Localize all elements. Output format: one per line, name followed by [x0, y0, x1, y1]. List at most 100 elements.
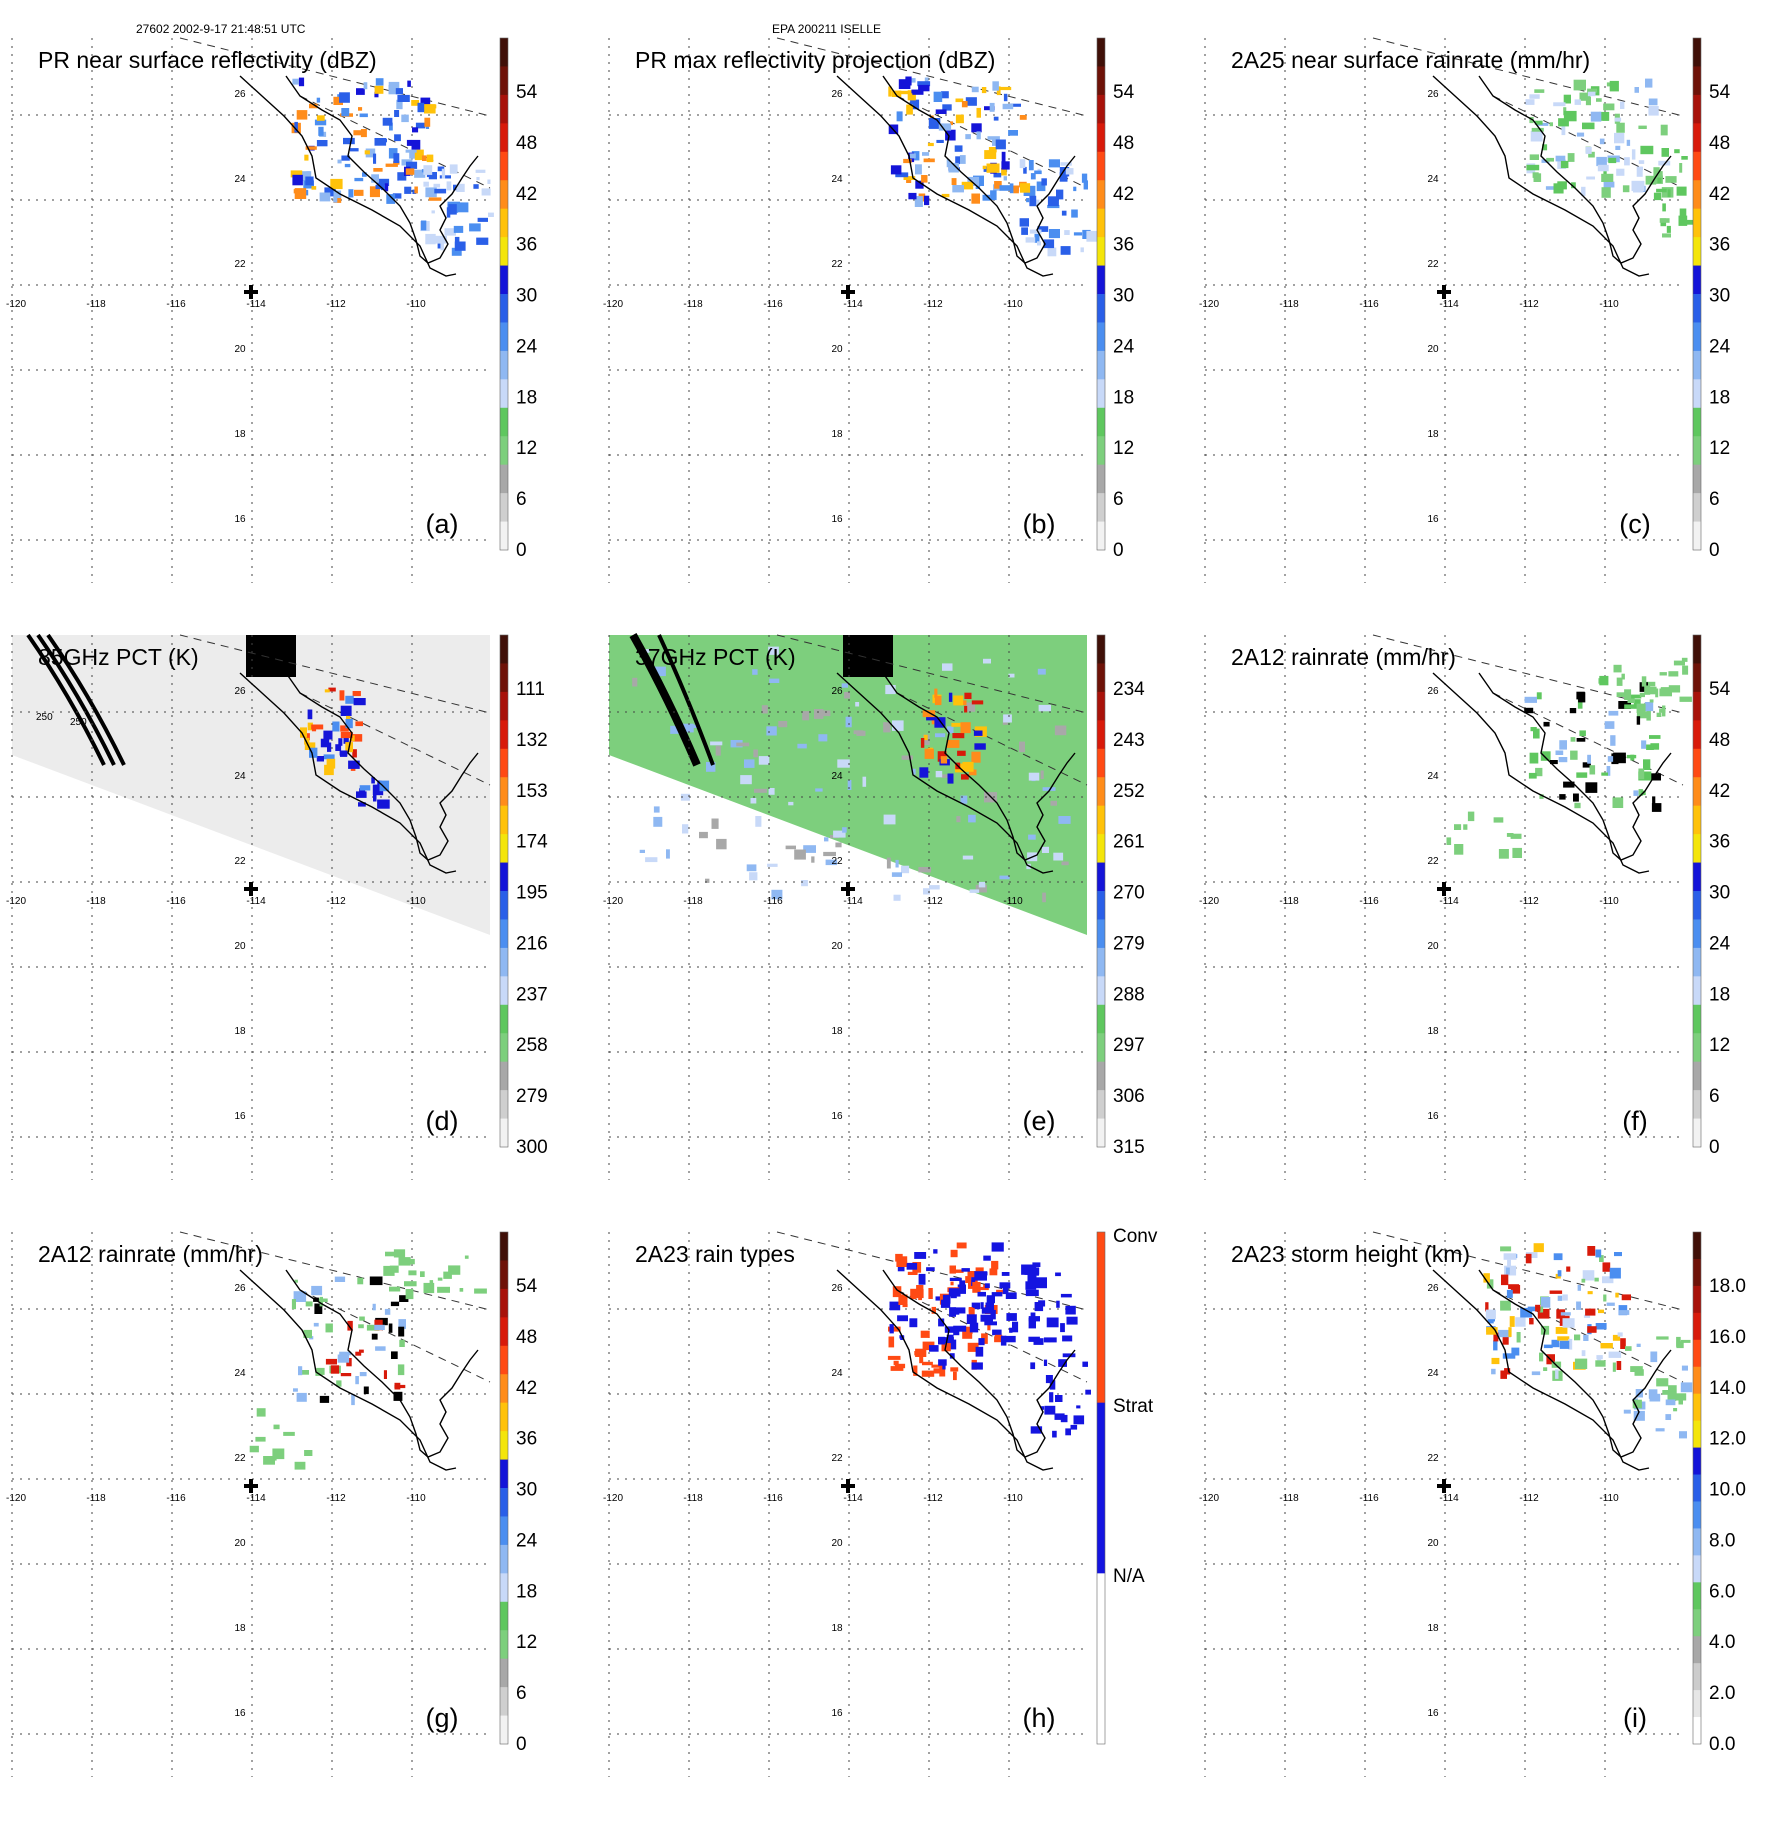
rain-pixel — [1049, 1380, 1056, 1390]
rain-pixel — [423, 1282, 435, 1294]
rain-pixel — [1566, 1266, 1571, 1272]
colorbar-tick: 270 — [1113, 883, 1145, 904]
rain-pixel — [1679, 696, 1692, 702]
rain-pixel — [994, 1336, 1007, 1343]
rain-pixel — [1524, 696, 1537, 703]
rain-pixel — [1659, 218, 1670, 223]
panel-e: -120 -118 -116 -114 -112 -110 26 24 22 20 18 16 37GH… — [597, 633, 1187, 1230]
rain-pixel — [980, 1302, 984, 1309]
rain-pixel — [989, 1268, 998, 1276]
colorbar-segment — [1693, 521, 1701, 551]
rain-pixel — [710, 741, 723, 746]
rain-pixel — [1530, 130, 1543, 142]
rain-pixel — [906, 1262, 918, 1270]
rain-pixel — [961, 774, 969, 780]
longitude-tick: -114 — [246, 1493, 266, 1504]
rain-pixel — [1581, 186, 1586, 196]
rain-pixel — [996, 86, 1001, 96]
rain-pixel — [903, 176, 916, 180]
latitude-tick: 16 — [1427, 1708, 1439, 1719]
rain-pixel — [1638, 789, 1643, 796]
colorbar-segment — [500, 1687, 508, 1717]
rain-pixel — [1586, 176, 1595, 180]
rain-pixel — [459, 1288, 464, 1292]
colorbar-tick: 24 — [1709, 933, 1731, 954]
colorbar-segment — [500, 805, 508, 835]
rain-pixel — [953, 1307, 966, 1314]
storm-name-header: EPA 200211 ISELLE — [772, 22, 881, 36]
rain-pixel — [1056, 1300, 1060, 1308]
rain-pixel — [333, 196, 338, 203]
rain-pixel — [969, 769, 977, 776]
latitude-tick: 24 — [1427, 1368, 1439, 1379]
colorbar-segment — [500, 1004, 508, 1034]
rain-pixel — [1676, 186, 1687, 196]
rain-pixel — [1682, 665, 1689, 675]
rain-pixel — [1579, 730, 1586, 737]
rain-pixel — [1574, 1358, 1588, 1369]
rain-pixel — [931, 1364, 944, 1368]
rain-pixel — [1555, 750, 1564, 755]
rain-pixel — [1626, 139, 1631, 146]
colorbar-segment — [1693, 294, 1701, 323]
rain-pixel — [1043, 239, 1055, 249]
coastline — [882, 75, 1076, 264]
colorbar-frame — [499, 1231, 509, 1745]
rain-pixel — [293, 1291, 307, 1302]
colorbar-segment — [1693, 237, 1701, 267]
latitude-tick: 18 — [831, 429, 843, 440]
colorbar-tick: 30 — [1113, 286, 1134, 307]
rain-pixel — [311, 724, 324, 730]
rain-pixel — [1587, 754, 1591, 764]
colorbar-segment — [500, 1544, 508, 1574]
colorbar-segment — [1097, 947, 1105, 977]
colorbar-segment — [1693, 1033, 1701, 1063]
colorbar-tick: 48 — [516, 133, 537, 154]
rain-pixel — [1013, 189, 1019, 194]
rain-pixel — [888, 1336, 895, 1348]
rain-pixel — [1577, 1284, 1581, 1291]
panel-i-map: -120 -118 -116 -114 -112 -110 26 24 22 20 18 16 2A23… — [1199, 1231, 1746, 1777]
colorbar-tick: Conv — [1113, 1226, 1158, 1247]
latitude-tick: 20 — [1427, 344, 1439, 355]
rain-pixel — [961, 1268, 970, 1272]
rain-pixel — [978, 1338, 985, 1346]
colorbar-segment — [1097, 1232, 1105, 1404]
rain-field — [887, 1242, 1091, 1438]
rain-pixel — [952, 733, 965, 739]
rain-pixel — [390, 1301, 400, 1307]
rain-pixel — [1034, 1302, 1044, 1312]
rain-pixel — [1616, 122, 1625, 133]
rain-pixel — [353, 130, 363, 136]
rain-pixel — [705, 878, 710, 883]
colorbar-segment — [1693, 976, 1701, 1006]
rain-pixel — [976, 107, 981, 118]
rain-pixel — [341, 155, 350, 161]
rain-pixel — [926, 1267, 935, 1272]
rain-pixel — [1679, 1431, 1687, 1439]
rain-pixel — [1614, 132, 1625, 144]
colorbar-segment — [1097, 464, 1105, 494]
rain-pixel — [962, 855, 974, 860]
rain-pixel — [1613, 664, 1622, 673]
rain-pixel — [1485, 1302, 1489, 1312]
rain-pixel — [422, 155, 427, 161]
rain-pixel — [1659, 708, 1666, 713]
rain-pixel — [938, 1359, 947, 1366]
colorbar-segment — [500, 237, 508, 267]
latitude-tick: 24 — [831, 174, 843, 185]
rain-pixel — [1509, 1316, 1515, 1327]
longitude-tick: -114 — [843, 896, 863, 907]
rain-pixel — [1531, 127, 1544, 132]
rain-pixel — [1676, 1341, 1684, 1349]
rain-pixel — [1598, 1309, 1604, 1314]
rain-pixel — [423, 165, 433, 175]
rain-pixel — [1085, 1389, 1091, 1395]
colorbar-tick: 54 — [1709, 82, 1731, 103]
colorbar-segment — [500, 436, 508, 466]
rain-pixel — [1668, 685, 1681, 693]
colorbar-segment — [500, 1288, 508, 1318]
rain-pixel — [1563, 781, 1575, 788]
colorbar-segment — [1693, 66, 1701, 96]
rain-pixel — [818, 734, 828, 742]
